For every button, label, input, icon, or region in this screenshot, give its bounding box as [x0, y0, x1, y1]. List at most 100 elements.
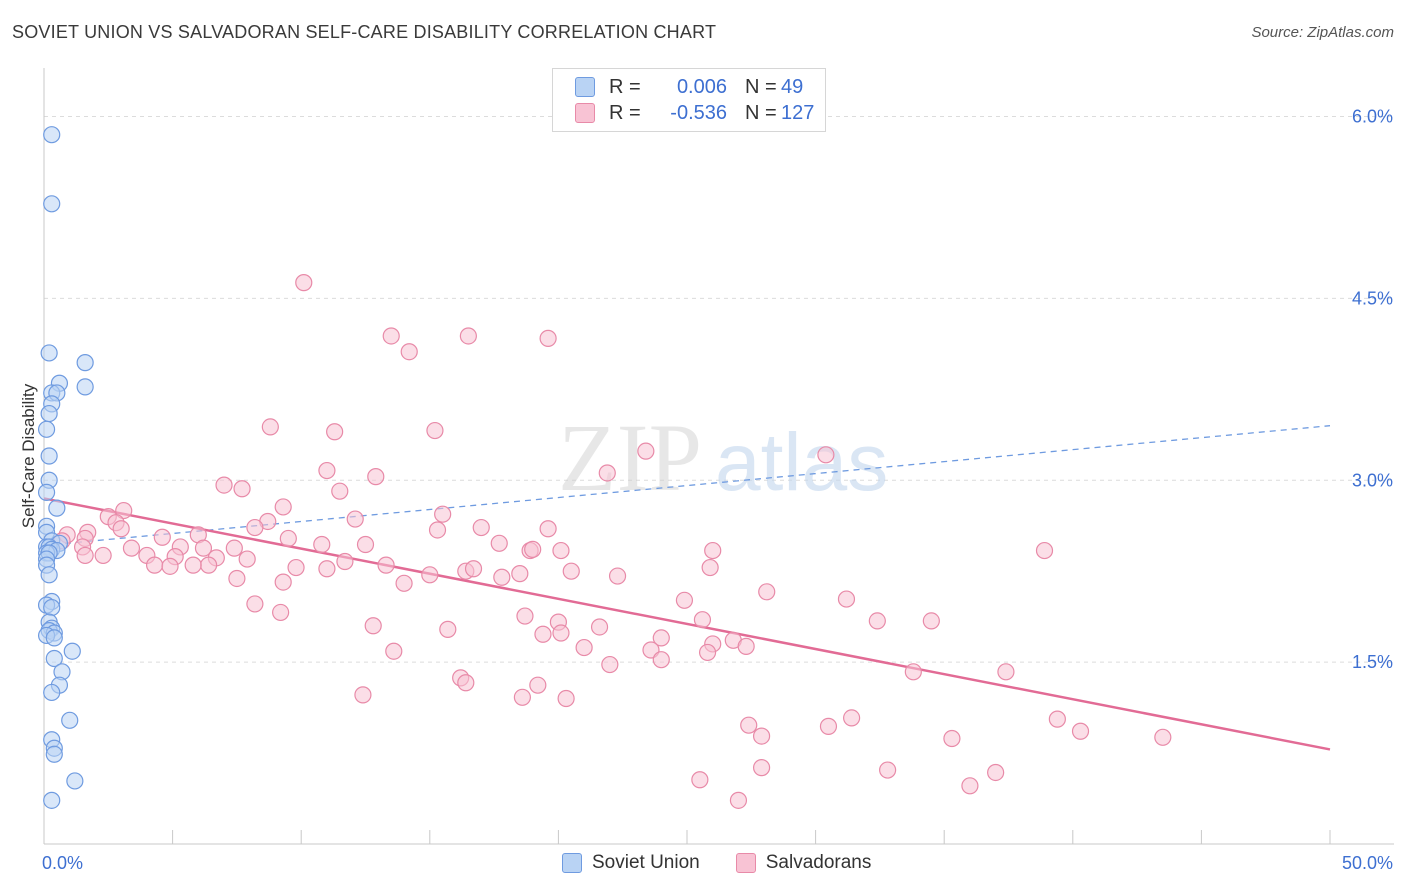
salvadorans-point: [459, 327, 477, 345]
soviet-union-point: [43, 195, 61, 213]
n-value-salvadorans: 127: [781, 101, 815, 124]
soviet-union-point: [61, 711, 79, 729]
salvadorans-point: [698, 643, 717, 662]
series-legend: Soviet Union Salvadorans: [562, 852, 907, 874]
r-value-soviet-union: 0.006: [676, 75, 727, 98]
salvadorans-point: [367, 468, 385, 486]
salvadorans-point: [987, 763, 1005, 782]
salvadorans-point: [1154, 728, 1172, 746]
soviet-union-point: [63, 642, 81, 660]
salvadorans-point: [652, 651, 670, 669]
salvadorans-point: [112, 520, 130, 538]
salvadorans-point: [740, 716, 758, 734]
salvadorans-point: [562, 562, 580, 580]
soviet-union-point: [43, 683, 61, 702]
salvadorans-point: [961, 777, 979, 795]
salvadorans-point: [421, 566, 439, 584]
soviet-union-point: [43, 791, 61, 809]
x-tick-label-min: 0.0%: [42, 853, 83, 873]
salvadorans-point: [200, 556, 218, 574]
salvadorans-point: [184, 556, 202, 574]
correlation-legend: R = 0.006 N = 49 R = -0.536 N = 127: [552, 68, 826, 132]
salvadorans-point: [274, 573, 292, 591]
salvadorans-point: [1071, 722, 1090, 740]
legend-label-soviet-union: Soviet Union: [592, 852, 700, 873]
soviet-union-point: [76, 354, 94, 372]
n-label: N =: [745, 75, 777, 98]
legend-item-salvadorans[interactable]: Salvadorans: [735, 852, 872, 874]
salvadorans-point: [575, 638, 593, 657]
salvadorans-point: [326, 423, 344, 441]
salvadorans-point: [868, 612, 886, 630]
soviet-union-point: [37, 420, 56, 438]
salvadorans-point: [997, 663, 1015, 681]
x-ticks: [43, 830, 1331, 844]
x-tick-labels: 0.0% 50.0%: [42, 853, 1393, 873]
salvadorans-point: [652, 629, 670, 647]
soviet-union-point: [40, 344, 58, 362]
salvadorans-point: [228, 569, 246, 588]
salvadorans-point: [122, 539, 141, 557]
salvadorans-point: [693, 611, 712, 629]
salvadorans-point: [385, 642, 403, 660]
salvadorans-point: [115, 501, 133, 520]
salvadorans-point: [752, 727, 771, 745]
salvadorans-point: [534, 625, 552, 643]
salvadorans-point: [377, 556, 395, 574]
salvadorans-point: [318, 461, 336, 480]
salvadorans-trend-line: [43, 497, 1331, 751]
salvadorans-point: [287, 558, 305, 577]
salvadorans-point: [313, 535, 331, 554]
salvadorans-point: [879, 761, 897, 779]
legend-item-soviet-union[interactable]: Soviet Union: [562, 852, 700, 874]
salvadorans-point: [94, 546, 112, 565]
soviet-union-point: [37, 483, 56, 501]
salvadorans-point: [238, 550, 256, 568]
y-axis-label: Self-Care Disability: [19, 383, 38, 528]
salvadorans-point: [395, 574, 413, 592]
salvadorans-point: [637, 442, 655, 460]
salvadorans-point: [331, 482, 349, 500]
y-tick-label: 4.5%: [1352, 288, 1393, 308]
salvadorans-point: [457, 674, 475, 692]
salvadorans-point: [194, 539, 213, 557]
salvadorans-point: [464, 560, 483, 578]
salvadorans-point: [318, 560, 336, 578]
y-tick-labels: 1.5% 3.0% 4.5% 6.0%: [1352, 107, 1393, 673]
data-points: [37, 126, 1172, 809]
salvadorans-point: [752, 759, 771, 777]
soviet-union-swatch: [562, 853, 582, 873]
soviet-union-point: [45, 649, 63, 668]
salvadorans-point: [356, 535, 375, 554]
soviet-union-point: [45, 629, 63, 647]
salvadorans-swatch: [735, 853, 756, 873]
soviet-union-point: [48, 499, 66, 517]
watermark-atlas: atlas: [715, 417, 888, 508]
source-label: Source: ZipAtlas.com: [1251, 24, 1394, 41]
salvadorans-point: [737, 637, 755, 655]
salvadorans-point: [246, 518, 264, 537]
salvadorans-point: [246, 595, 264, 613]
x-tick-label-max: 50.0%: [1342, 853, 1393, 873]
legend-row-soviet-union: R = 0.006 N = 49: [575, 74, 803, 100]
n-label: N =: [745, 101, 777, 124]
salvadorans-point: [1048, 710, 1066, 728]
salvadorans-point: [336, 552, 354, 571]
chart-title: SOVIET UNION VS SALVADORAN SELF-CARE DIS…: [12, 22, 717, 42]
salvadorans-point: [279, 529, 297, 548]
salvadorans-point: [729, 791, 748, 809]
r-label: R =: [609, 75, 641, 98]
salvadorans-point: [274, 498, 292, 516]
salvadorans-point: [524, 540, 542, 558]
salvadorans-point: [608, 567, 627, 585]
watermark-zip: ZIP: [558, 404, 702, 511]
salvadorans-point: [598, 464, 616, 482]
y-tick-label: 1.5%: [1352, 652, 1393, 672]
salvadorans-swatch: [575, 103, 595, 123]
salvadorans-point: [943, 729, 961, 748]
watermark: ZIP atlas: [558, 404, 888, 511]
legend-label-salvadorans: Salvadorans: [765, 852, 872, 873]
soviet-union-point: [66, 772, 84, 790]
salvadorans-point: [817, 446, 835, 464]
